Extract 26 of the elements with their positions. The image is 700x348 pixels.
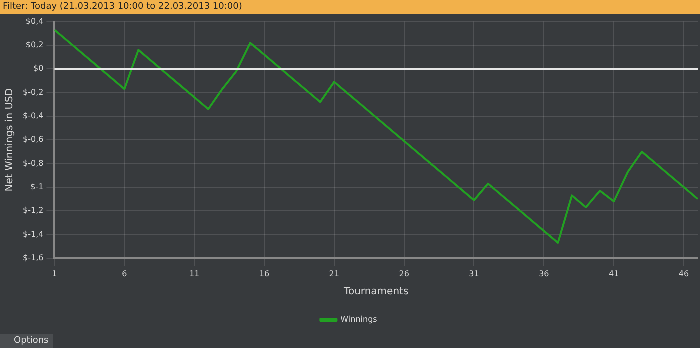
x-tick-label: 46 [678,269,690,278]
y-tick-label: $-1,6 [22,253,44,262]
x-tick-label: 26 [399,269,410,278]
chart-title: Filter: Today (21.03.2013 10:00 to 22.03.2013 10:00) [0,0,700,14]
x-tick-label: 11 [189,269,200,278]
y-tick-label: $0,4 [26,16,44,26]
y-tick-label: $0 [34,64,44,74]
x-tick-label: 1 [52,269,58,278]
y-tick-label: $0,2 [26,40,44,50]
x-tick-label: 21 [329,269,340,278]
legend-label: Winnings [340,315,378,324]
x-tick-label: 41 [608,269,620,278]
x-tick-label: 36 [539,269,550,278]
x-tick-label: 6 [122,269,128,278]
x-tick-label: 16 [259,269,270,278]
y-axis-title: Net Winnings in USD [4,88,16,192]
y-tick-label: $-0,6 [22,135,44,144]
x-axis-title: Tournaments [343,286,409,298]
x-tick-label: 31 [469,269,480,278]
y-tick-label: $-1,2 [22,206,44,216]
y-tick-label: $-0,4 [22,112,44,121]
y-tick-label: $-1,4 [22,230,44,239]
y-tick-label: $-1 [30,182,44,192]
text: Options [0,334,53,348]
y-tick-label: $-0,2 [22,88,44,97]
y-tick-label: $-0,8 [22,158,44,168]
